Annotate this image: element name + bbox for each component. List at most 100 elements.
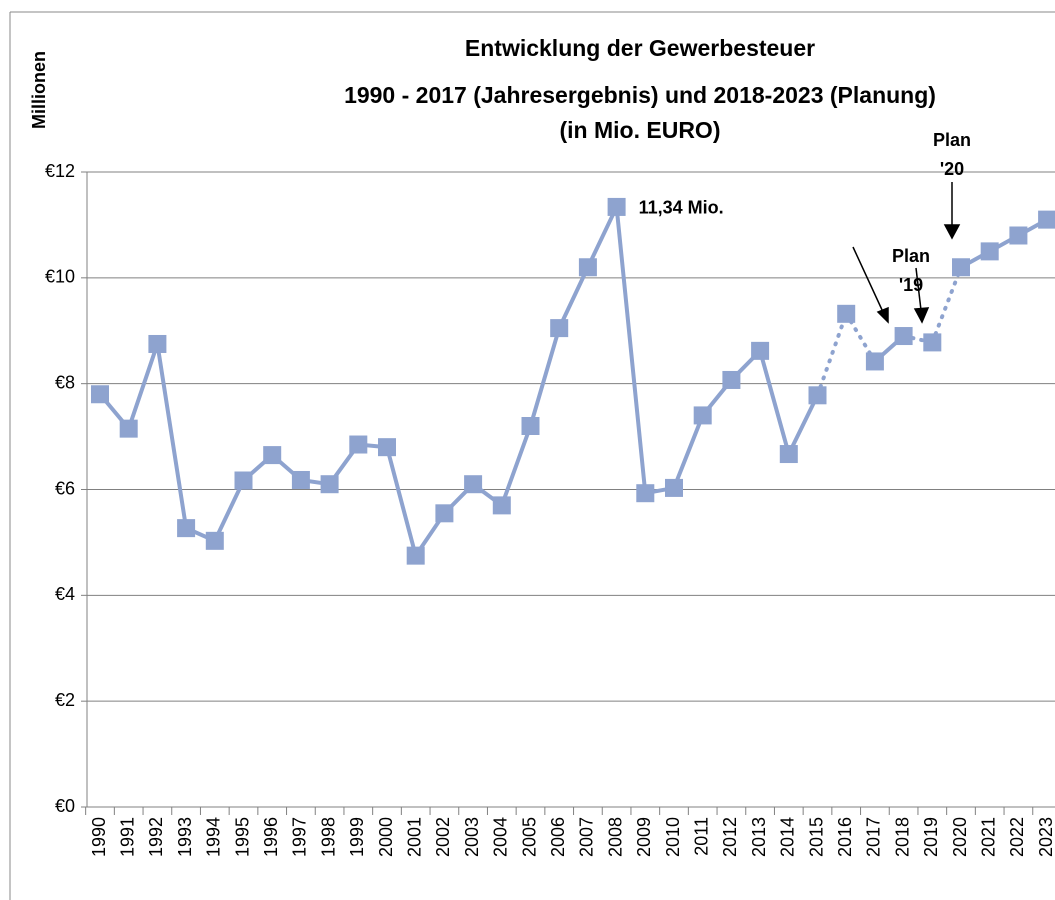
y-tick-label: €2 [55, 690, 75, 710]
x-tick-label: 1996 [261, 817, 281, 857]
line-segment [126, 341, 160, 431]
marker [435, 504, 454, 523]
marker [119, 419, 138, 438]
x-tick-label: 2005 [519, 817, 539, 857]
x-tick-label: 2015 [806, 817, 826, 857]
x-tick-label: 2020 [950, 817, 970, 857]
x-tick-label: 2011 [691, 817, 711, 856]
x-tick-label: 2017 [864, 817, 884, 857]
arrow-head [876, 306, 889, 324]
x-tick-label: 1991 [117, 817, 137, 857]
line-segment [155, 341, 189, 531]
line-segment [815, 311, 849, 398]
y-tick-label: €10 [45, 267, 75, 287]
marker [1038, 210, 1055, 229]
marker [980, 242, 999, 261]
line-segment [930, 265, 963, 345]
y-tick-label: €0 [55, 796, 75, 816]
x-tick-label: 2000 [376, 817, 396, 857]
x-tick-label: 2008 [605, 817, 625, 857]
marker [349, 435, 368, 454]
chart-title: 1990 - 2017 (Jahresergebnis) und 2018-20… [344, 82, 936, 108]
arrow [852, 246, 884, 313]
x-tick-label: 1993 [175, 817, 195, 857]
x-tick-label: 2022 [1007, 817, 1027, 857]
x-tick-label: 2018 [892, 817, 912, 857]
marker [894, 327, 913, 346]
marker [693, 406, 712, 425]
line-segment [672, 413, 705, 490]
y-tick-label: €8 [55, 372, 75, 392]
x-tick-label: 2021 [978, 817, 998, 857]
marker [923, 333, 942, 352]
x-tick-label: 2014 [778, 817, 798, 857]
x-tick-label: 2016 [835, 817, 855, 857]
line-segment [585, 204, 619, 270]
annotation: Plan [933, 130, 971, 150]
marker [779, 445, 798, 464]
arrow-head [913, 307, 930, 324]
line-segment [786, 393, 820, 457]
arrow [915, 267, 922, 311]
line-segment [385, 445, 418, 558]
chart-title: (in Mio. EURO) [560, 117, 721, 143]
data-label: 11,34 Mio. [639, 198, 724, 218]
line-segment [614, 204, 648, 496]
marker [148, 334, 167, 353]
marker [550, 319, 569, 338]
marker [952, 258, 970, 277]
marker [865, 352, 884, 371]
x-tick-label: 2012 [720, 817, 740, 857]
marker [636, 484, 655, 503]
marker [378, 438, 396, 457]
marker [808, 386, 827, 405]
x-tick-label: 2004 [491, 817, 511, 857]
marker [320, 475, 339, 494]
x-tick-label: 1992 [146, 817, 166, 857]
x-tick-label: 2010 [663, 817, 683, 857]
y-tick-label: €4 [55, 584, 75, 604]
arrow-head [943, 224, 961, 240]
x-tick-label: 2023 [1036, 817, 1055, 857]
marker [406, 546, 425, 565]
x-tick-label: 2019 [921, 817, 941, 857]
annotation: '20 [940, 159, 964, 179]
marker [837, 304, 856, 323]
marker [291, 470, 310, 489]
marker [91, 385, 109, 404]
line-segment [212, 478, 246, 543]
y-tick-label: €6 [55, 478, 75, 498]
x-tick-label: 2003 [462, 817, 482, 857]
y-tick-label: €12 [45, 161, 75, 181]
marker [205, 531, 224, 550]
annotation: Plan [892, 246, 930, 266]
x-tick-label: 1995 [232, 817, 252, 857]
marker [234, 471, 253, 490]
x-tick-label: 2013 [749, 817, 769, 857]
chart-title: Entwicklung der Gewerbesteuer [465, 35, 815, 61]
marker [722, 370, 741, 389]
line-segment [557, 265, 590, 331]
marker [607, 197, 626, 216]
marker [665, 478, 683, 497]
marker [1009, 226, 1028, 245]
line-segment [499, 424, 533, 508]
y-axis-label: Millionen [29, 51, 49, 129]
marker [578, 258, 597, 277]
marker [751, 341, 770, 360]
x-tick-label: 1999 [347, 817, 367, 857]
marker [521, 417, 540, 435]
x-tick-label: 2009 [634, 817, 654, 857]
line-segment [528, 326, 562, 428]
marker [263, 446, 282, 465]
x-tick-label: 1990 [89, 817, 109, 857]
marker [177, 519, 196, 538]
line-segment [758, 348, 791, 457]
x-tick-label: 1994 [204, 817, 224, 857]
marker [492, 496, 511, 515]
x-tick-label: 1997 [290, 817, 310, 857]
x-tick-label: 2001 [404, 817, 424, 857]
marker [464, 475, 483, 494]
